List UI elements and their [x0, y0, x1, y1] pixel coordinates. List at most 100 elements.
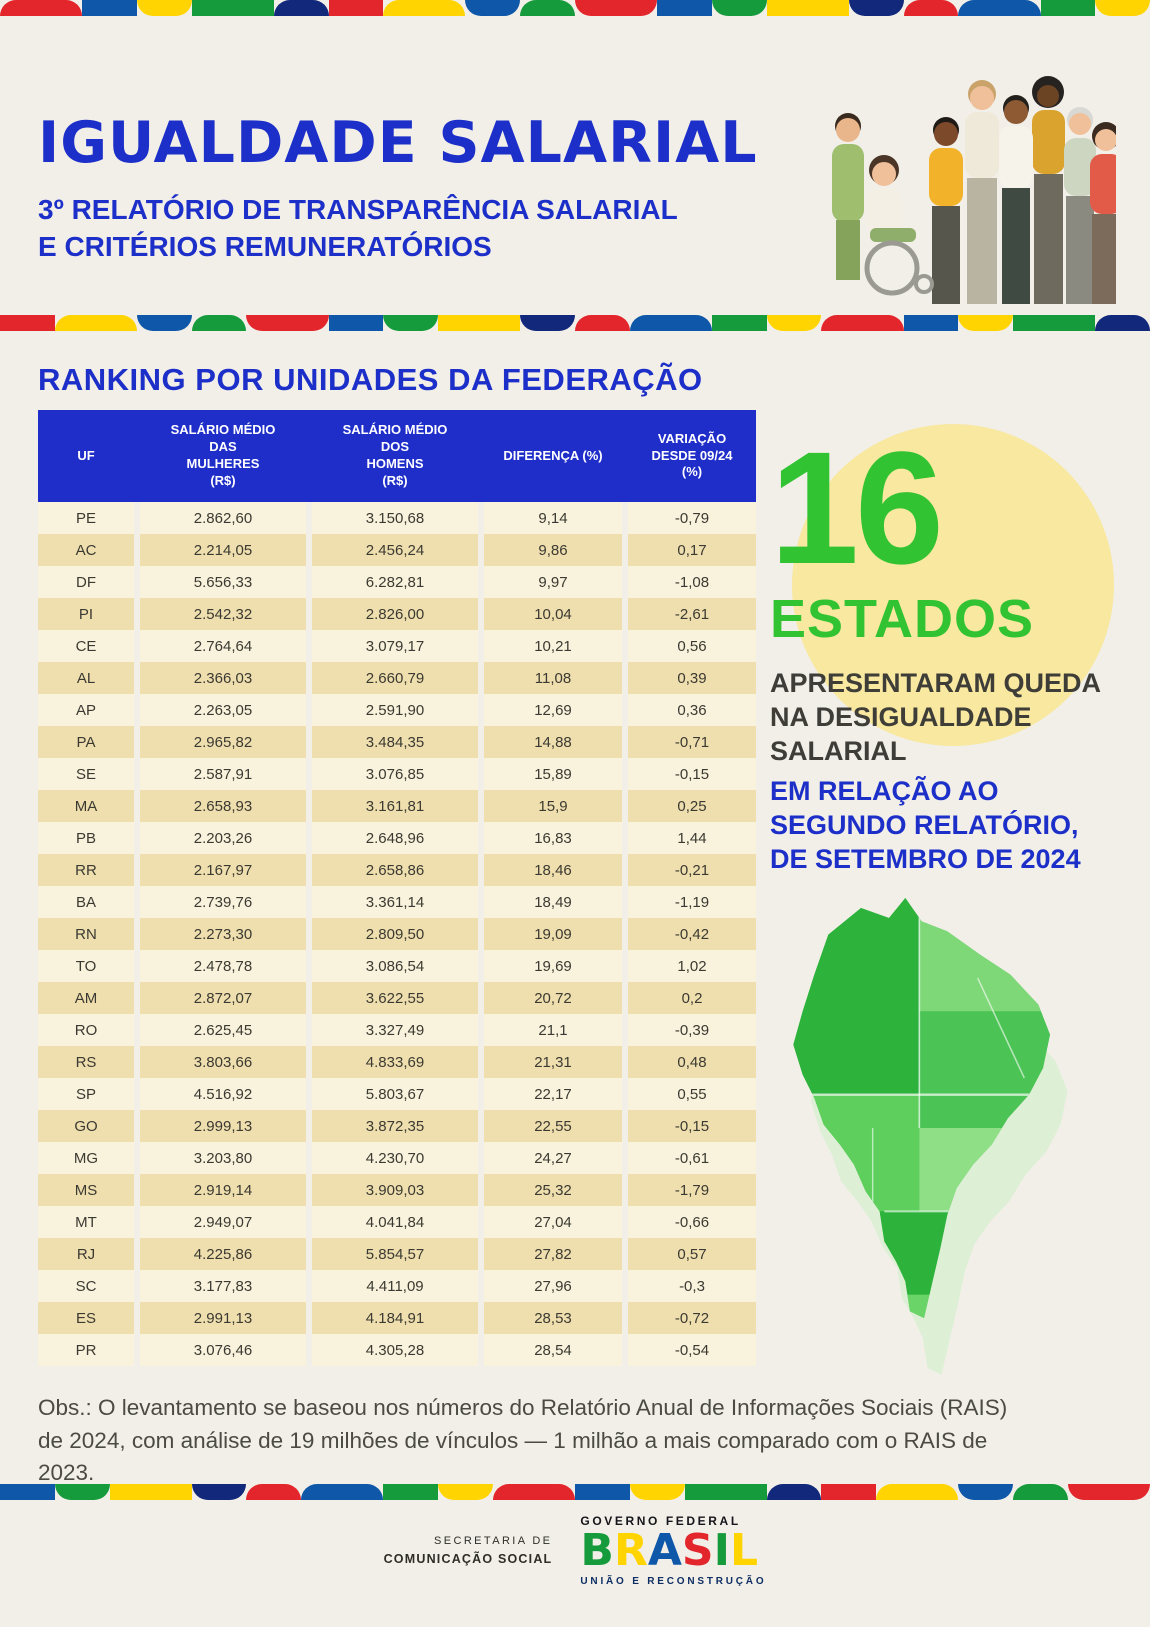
- cell-diferenca: 22,17: [484, 1078, 622, 1110]
- cell-diferenca: 21,1: [484, 1014, 622, 1046]
- cell-mulheres: 2.273,30: [140, 918, 306, 950]
- strip-segment: [876, 1484, 959, 1500]
- strip-segment: [0, 0, 83, 16]
- cell-variacao: -0,71: [628, 726, 756, 758]
- cell-uf: ES: [38, 1302, 134, 1334]
- table-row-TO: TO 2.478,78 3.086,54 19,69 1,02: [38, 950, 756, 982]
- strip-segment: [657, 0, 712, 16]
- cell-diferenca: 19,09: [484, 918, 622, 950]
- cell-variacao: 0,56: [628, 630, 756, 662]
- cell-diferenca: 25,32: [484, 1174, 622, 1206]
- strip-segment: [383, 1484, 439, 1500]
- table-row-PR: PR 3.076,46 4.305,28 28,54 -0,54: [38, 1334, 756, 1366]
- highlight-blue-text: EM RELAÇÃO AO SEGUNDO RELATÓRIO, DE SETE…: [770, 776, 1081, 875]
- cell-variacao: -0,61: [628, 1142, 756, 1174]
- cell-diferenca: 27,96: [484, 1270, 622, 1302]
- cell-uf: SP: [38, 1078, 134, 1110]
- governo-federal-logo: GOVERNO FEDERAL BRASIL UNIÃO E RECONSTRU…: [580, 1514, 766, 1587]
- cell-diferenca: 22,55: [484, 1110, 622, 1142]
- table-row-PE: PE 2.862,60 3.150,68 9,14 -0,79: [38, 502, 756, 534]
- table-row-RS: RS 3.803,66 4.833,69 21,31 0,48: [38, 1046, 756, 1078]
- ranking-table-body: PE 2.862,60 3.150,68 9,14 -0,79 AC 2.214,05 2.4…: [38, 502, 756, 1366]
- cell-diferenca: 11,08: [484, 662, 622, 694]
- cell-mulheres: 2.764,64: [140, 630, 306, 662]
- cell-diferenca: 19,69: [484, 950, 622, 982]
- person-wheelchair: [864, 155, 934, 296]
- source-note: Obs.: O levantamento se baseou nos númer…: [38, 1395, 1008, 1486]
- strip-segment: [0, 315, 55, 331]
- strip-segment: [246, 315, 329, 331]
- cell-homens: 3.161,81: [312, 790, 478, 822]
- column-header-variacao: VARIAÇÃO DESDE 09/24 (%): [651, 430, 733, 480]
- cell-diferenca: 27,04: [484, 1206, 622, 1238]
- cell-mulheres: 3.177,83: [140, 1270, 306, 1302]
- cell-mulheres: 2.872,07: [140, 982, 306, 1014]
- cell-homens: 3.909,03: [312, 1174, 478, 1206]
- table-row-MG: MG 3.203,80 4.230,70 24,27 -0,61: [38, 1142, 756, 1174]
- cell-homens: 4.305,28: [312, 1334, 478, 1366]
- strip-segment: [54, 315, 137, 331]
- comunicacao-label: COMUNICAÇÃO SOCIAL: [383, 1552, 553, 1567]
- highlight-label: ESTADOS: [770, 589, 1035, 649]
- strip-segment: [629, 1484, 685, 1500]
- table-row-ES: ES 2.991,13 4.184,91 28,53 -0,72: [38, 1302, 756, 1334]
- cell-homens: 4.184,91: [312, 1302, 478, 1334]
- cell-homens: 3.872,35: [312, 1110, 478, 1142]
- yellow-circle-decoration: [792, 424, 1114, 746]
- cell-homens: 5.854,57: [312, 1238, 478, 1270]
- secretaria-label: SECRETARIA DE: [434, 1535, 553, 1548]
- brasil-logo-letter: R: [613, 1525, 648, 1576]
- strip-segment: [711, 0, 767, 16]
- person-elderly-gray: [1064, 107, 1096, 304]
- cell-uf: PA: [38, 726, 134, 758]
- table-row-RO: RO 2.625,45 3.327,49 21,1 -0,39: [38, 1014, 756, 1046]
- cell-uf: RJ: [38, 1238, 134, 1270]
- cell-mulheres: 2.991,13: [140, 1302, 306, 1334]
- cell-homens: 3.079,17: [312, 630, 478, 662]
- cell-uf: TO: [38, 950, 134, 982]
- cell-variacao: -0,21: [628, 854, 756, 886]
- cell-homens: 4.833,69: [312, 1046, 478, 1078]
- person-red-sweater: [1090, 122, 1116, 304]
- cell-uf: RR: [38, 854, 134, 886]
- strip-segment: [54, 1484, 110, 1500]
- table-row-PA: PA 2.965,82 3.484,35 14,88 -0,71: [38, 726, 756, 758]
- brasil-logo-letter: L: [729, 1525, 759, 1576]
- strip-segment: [766, 315, 822, 331]
- strip-segment: [136, 315, 192, 331]
- cell-mulheres: 4.225,86: [140, 1238, 306, 1270]
- cell-mulheres: 2.203,26: [140, 822, 306, 854]
- masthead: IGUALDADE SALARIAL 3º RELATÓRIO DE TRANS…: [38, 110, 798, 266]
- brasil-logo-letter: I: [713, 1525, 730, 1576]
- table-row-DF: DF 5.656,33 6.282,81 9,97 -1,08: [38, 566, 756, 598]
- cell-uf: RN: [38, 918, 134, 950]
- ranking-table-header: UF SALÁRIO MÉDIO DAS MULHERES (R$) SALÁRIO…: [38, 410, 756, 502]
- page-subtitle: 3º RELATÓRIO DE TRANSPARÊNCIA SALARIAL E…: [38, 194, 678, 262]
- cell-variacao: 0,39: [628, 662, 756, 694]
- cell-mulheres: 2.214,05: [140, 534, 306, 566]
- strip-segment: [766, 1484, 822, 1500]
- cell-homens: 2.456,24: [312, 534, 478, 566]
- cell-uf: AC: [38, 534, 134, 566]
- cell-variacao: -0,15: [628, 758, 756, 790]
- cell-mulheres: 2.366,03: [140, 662, 306, 694]
- cell-mulheres: 2.949,07: [140, 1206, 306, 1238]
- table-row-BA: BA 2.739,76 3.361,14 18,49 -1,19: [38, 886, 756, 918]
- strip-segment: [109, 1484, 192, 1500]
- cell-homens: 6.282,81: [312, 566, 478, 598]
- cell-diferenca: 10,04: [484, 598, 622, 630]
- column-header-uf: UF: [77, 447, 95, 463]
- ranking-table: UF SALÁRIO MÉDIO DAS MULHERES (R$) SALÁRIO…: [38, 410, 756, 1366]
- strip-segment: [82, 0, 137, 16]
- decorative-strip-bottom: [0, 1484, 1150, 1500]
- table-row-RN: RN 2.273,30 2.809,50 19,09 -0,42: [38, 918, 756, 950]
- strip-segment: [575, 0, 658, 16]
- table-row-AL: AL 2.366,03 2.660,79 11,08 0,39: [38, 662, 756, 694]
- strip-segment: [465, 0, 521, 16]
- cell-mulheres: 2.542,32: [140, 598, 306, 630]
- cell-mulheres: 3.203,80: [140, 1142, 306, 1174]
- cell-mulheres: 2.919,14: [140, 1174, 306, 1206]
- cell-mulheres: 2.167,97: [140, 854, 306, 886]
- decorative-strip-top: [0, 0, 1150, 16]
- cell-uf: PE: [38, 502, 134, 534]
